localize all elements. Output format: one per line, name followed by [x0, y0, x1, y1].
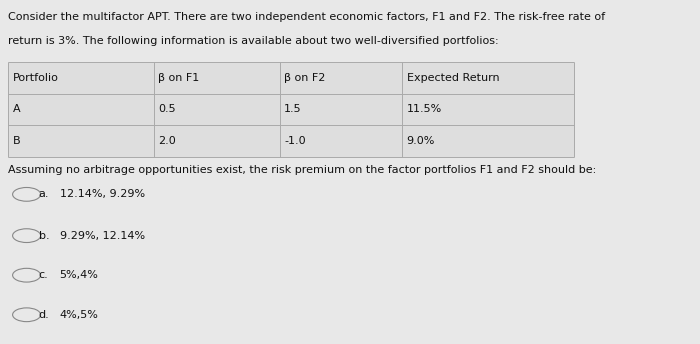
Text: Consider the multifactor APT. There are two independent economic factors, F1 and: Consider the multifactor APT. There are … — [8, 12, 606, 22]
Text: 2.0: 2.0 — [158, 136, 176, 146]
Circle shape — [13, 229, 41, 243]
Text: 11.5%: 11.5% — [407, 104, 442, 115]
Text: 1.5: 1.5 — [284, 104, 302, 115]
Text: Portfolio: Portfolio — [13, 73, 59, 83]
Text: 4%,5%: 4%,5% — [60, 310, 99, 320]
Text: Assuming no arbitrage opportunities exist, the risk premium on the factor portfo: Assuming no arbitrage opportunities exis… — [8, 165, 596, 175]
Text: -1.0: -1.0 — [284, 136, 306, 146]
Text: c.: c. — [38, 270, 48, 280]
Text: d.: d. — [38, 310, 49, 320]
Circle shape — [13, 187, 41, 201]
Text: 9.29%, 12.14%: 9.29%, 12.14% — [60, 230, 145, 241]
Text: a.: a. — [38, 189, 49, 200]
Text: 5%,4%: 5%,4% — [60, 270, 99, 280]
Text: Expected Return: Expected Return — [407, 73, 499, 83]
Text: β on F2: β on F2 — [284, 73, 326, 83]
Text: β on F1: β on F1 — [158, 73, 200, 83]
Text: 0.5: 0.5 — [158, 104, 176, 115]
Text: 12.14%, 9.29%: 12.14%, 9.29% — [60, 189, 145, 200]
Text: B: B — [13, 136, 20, 146]
Circle shape — [13, 268, 41, 282]
Text: b.: b. — [38, 230, 49, 241]
Circle shape — [13, 308, 41, 322]
Text: return is 3%. The following information is available about two well-diversified : return is 3%. The following information … — [8, 36, 499, 46]
Text: 9.0%: 9.0% — [407, 136, 435, 146]
Text: A: A — [13, 104, 20, 115]
